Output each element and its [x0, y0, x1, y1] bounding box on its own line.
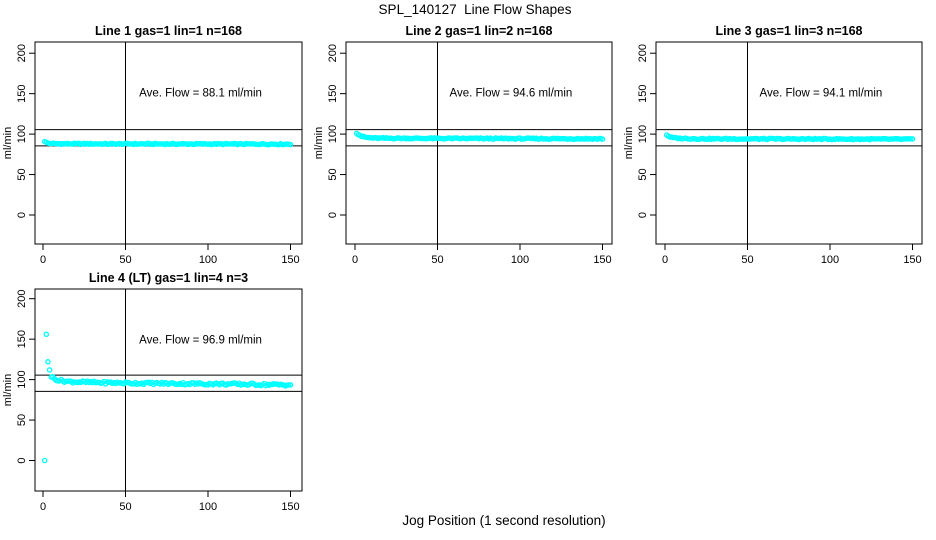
- y-tick-label: 50: [16, 414, 28, 426]
- y-tick-label: 0: [16, 457, 28, 463]
- y-tick-label: 100: [16, 370, 28, 388]
- data-points: [41, 138, 294, 148]
- plot-box: [34, 41, 303, 245]
- y-tick-label: 200: [637, 44, 649, 62]
- x-tick-label: 100: [199, 501, 217, 513]
- y-axis-title: ml/min: [313, 127, 325, 159]
- x-tick-label: 50: [741, 254, 753, 266]
- panel-line-2: Line 2 gas=1 lin=2 n=168 0 50 100 150 0 50 100 1…: [313, 24, 613, 266]
- data-points: [663, 132, 916, 143]
- ave-flow-annotation: Ave. Flow = 96.9 ml/min: [139, 335, 262, 347]
- figure-title: SPL_140127 Line Flow Shapes: [378, 2, 572, 17]
- plot-box: [34, 288, 303, 492]
- outlier-point: [45, 359, 51, 365]
- y-tick-label: 0: [16, 212, 28, 218]
- y-tick-label: 100: [637, 125, 649, 143]
- y-tick-label: 100: [16, 125, 28, 143]
- y-tick-label: 150: [327, 84, 339, 102]
- outlier-point: [46, 367, 53, 373]
- x-tick-label: 100: [821, 254, 839, 266]
- outlier-point: [43, 331, 50, 338]
- data-point: [909, 136, 916, 142]
- y-tick-label: 50: [327, 168, 339, 180]
- y-axis-title: ml/min: [623, 127, 635, 159]
- data-point: [287, 382, 294, 388]
- y-tick-label: 50: [16, 168, 28, 180]
- y-tick-label: 150: [16, 84, 28, 102]
- plot-box: [345, 41, 613, 245]
- x-tick-label: 0: [40, 501, 46, 513]
- x-tick-label: 0: [662, 254, 668, 266]
- data-point: [287, 141, 294, 148]
- panel-line-3: Line 3 gas=1 lin=3 n=168 0 50 100 150 0 50 100 1…: [623, 24, 923, 266]
- y-tick-label: 200: [327, 44, 339, 62]
- ave-flow-annotation: Ave. Flow = 94.1 ml/min: [760, 88, 883, 100]
- y-tick-label: 150: [16, 330, 28, 348]
- x-tick-label: 150: [281, 254, 299, 266]
- panel-title: Line 4 (LT) gas=1 lin=4 n=3: [89, 271, 248, 285]
- x-tick-label: 100: [199, 254, 217, 266]
- x-tick-label: 100: [511, 254, 529, 266]
- data-points: [41, 331, 294, 464]
- y-tick-label: 150: [637, 84, 649, 102]
- y-tick-label: 0: [327, 212, 339, 218]
- x-tick-label: 0: [352, 254, 358, 266]
- x-tick-label: 50: [119, 254, 131, 266]
- x-tick-label: 150: [593, 254, 611, 266]
- x-tick-label: 50: [119, 501, 131, 513]
- panel-line-1: Line 1 gas=1 lin=1 n=168 0 50 100 150 0 50 100 1…: [2, 24, 303, 266]
- outlier-point: [41, 457, 48, 464]
- data-points: [353, 130, 606, 143]
- y-axis-title: ml/min: [2, 374, 14, 406]
- x-axis-label: Jog Position (1 second resolution): [402, 513, 606, 528]
- panel-title: Line 3 gas=1 lin=3 n=168: [716, 24, 863, 38]
- x-tick-label: 0: [40, 254, 46, 266]
- data-point: [599, 136, 606, 142]
- y-tick-label: 50: [637, 168, 649, 180]
- panel-title: Line 2 gas=1 lin=2 n=168: [406, 24, 553, 38]
- y-tick-label: 200: [16, 44, 28, 62]
- x-tick-label: 150: [281, 501, 299, 513]
- ave-flow-annotation: Ave. Flow = 88.1 ml/min: [139, 88, 262, 100]
- y-tick-label: 100: [327, 125, 339, 143]
- y-tick-label: 200: [16, 290, 28, 308]
- x-tick-label: 150: [903, 254, 921, 266]
- ave-flow-annotation: Ave. Flow = 94.6 ml/min: [450, 88, 573, 100]
- panel-line-4: Line 4 (LT) gas=1 lin=4 n=3 0 50 100 150 0 50 1…: [2, 271, 303, 513]
- y-axis-title: ml/min: [2, 127, 14, 159]
- x-tick-label: 50: [431, 254, 443, 266]
- panel-title: Line 1 gas=1 lin=1 n=168: [95, 24, 242, 38]
- plot-box: [655, 41, 923, 245]
- y-tick-label: 0: [637, 212, 649, 218]
